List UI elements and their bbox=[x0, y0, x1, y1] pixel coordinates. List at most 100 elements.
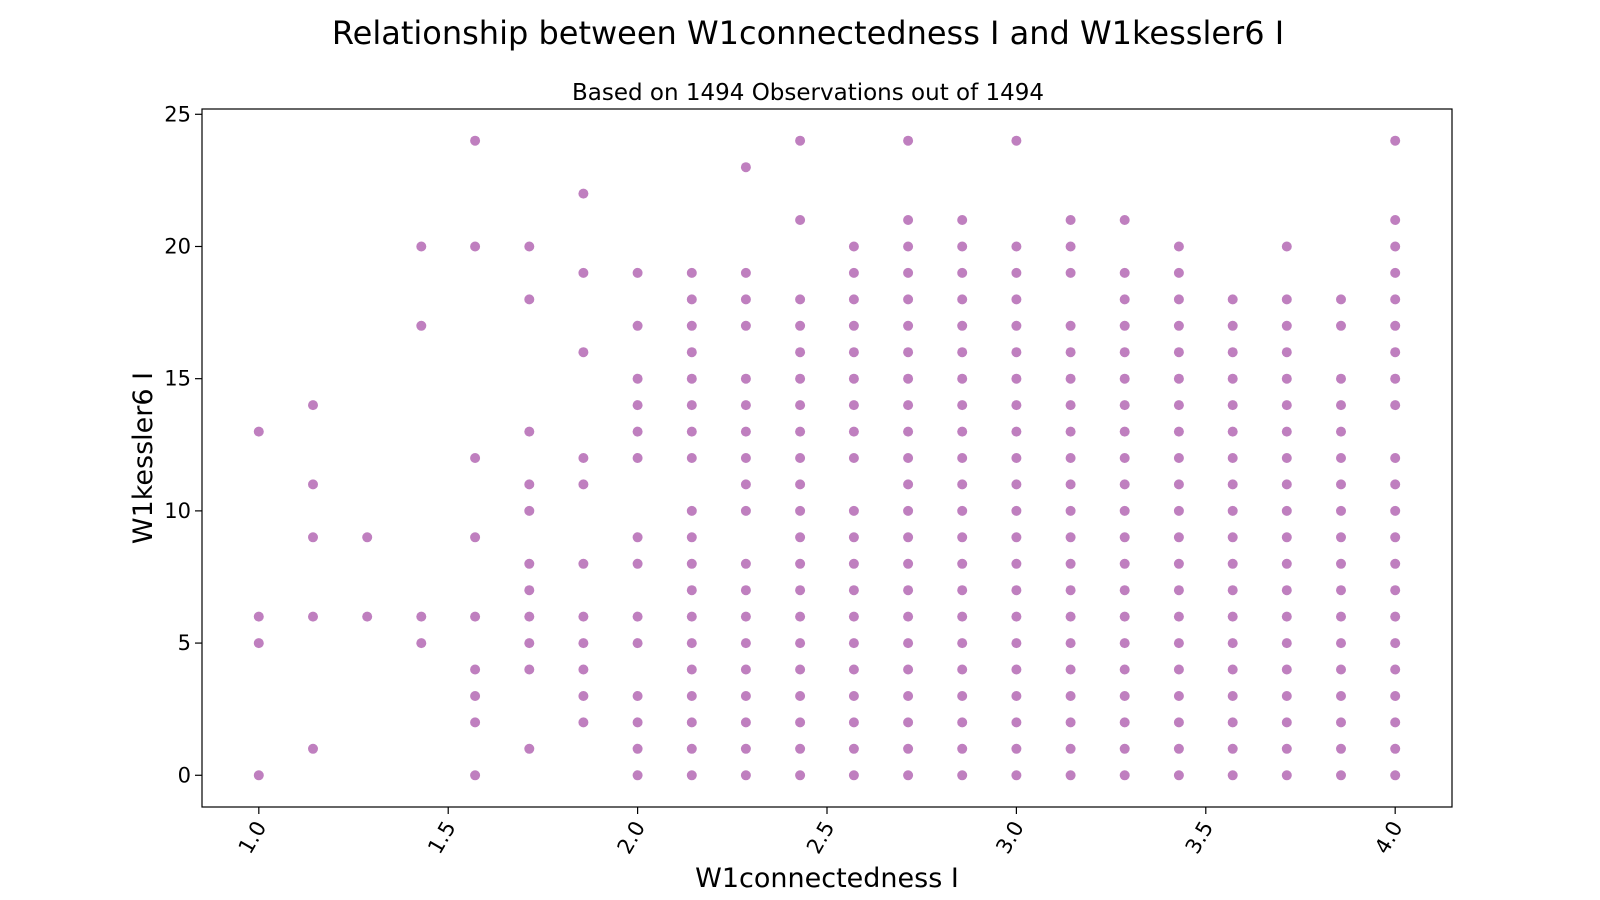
data-point bbox=[1011, 611, 1022, 622]
data-point bbox=[632, 717, 643, 728]
data-point bbox=[578, 188, 589, 199]
data-point bbox=[1390, 770, 1401, 781]
x-axis-ticks: 1.0 1.5 2.0 2.5 3.0 3.5 4.0 bbox=[234, 807, 1408, 858]
data-point bbox=[740, 479, 751, 490]
data-point bbox=[1119, 717, 1130, 728]
data-point bbox=[632, 558, 643, 569]
data-point bbox=[1390, 532, 1401, 543]
data-point bbox=[1281, 743, 1292, 754]
data-point bbox=[308, 611, 318, 622]
data-point bbox=[1011, 294, 1022, 305]
data-point bbox=[470, 532, 481, 543]
y-tick-label: 10 bbox=[164, 499, 191, 523]
chart-subtitle: Based on 1494 Observations out of 1494 bbox=[572, 80, 1044, 106]
data-point bbox=[1173, 400, 1184, 411]
data-point bbox=[1390, 558, 1401, 569]
data-point bbox=[632, 373, 643, 384]
data-point bbox=[848, 505, 859, 516]
data-point bbox=[686, 426, 697, 437]
data-point bbox=[1281, 294, 1292, 305]
data-point bbox=[957, 400, 968, 411]
data-point bbox=[848, 347, 859, 358]
data-point bbox=[1011, 241, 1022, 252]
data-point bbox=[1336, 400, 1346, 411]
data-point bbox=[740, 558, 751, 569]
data-point bbox=[578, 611, 589, 622]
data-point bbox=[1390, 267, 1401, 278]
data-point bbox=[957, 611, 968, 622]
data-point bbox=[1011, 585, 1022, 596]
data-point bbox=[1119, 743, 1130, 754]
data-point bbox=[578, 717, 589, 728]
data-point bbox=[1119, 664, 1130, 675]
data-point bbox=[1281, 505, 1292, 516]
x-tick-label: 4.0 bbox=[1370, 817, 1407, 858]
y-axis-label: W1kessler6 I bbox=[128, 372, 159, 544]
data-point bbox=[848, 400, 859, 411]
data-point bbox=[1281, 373, 1292, 384]
data-point bbox=[1011, 717, 1022, 728]
data-point bbox=[740, 611, 751, 622]
data-point bbox=[1390, 717, 1401, 728]
data-point bbox=[740, 505, 751, 516]
data-point bbox=[632, 426, 643, 437]
y-tick-label: 5 bbox=[178, 631, 191, 655]
data-point bbox=[632, 743, 643, 754]
data-point bbox=[795, 638, 806, 649]
data-point bbox=[1390, 215, 1401, 225]
data-point bbox=[686, 717, 697, 728]
data-point bbox=[1227, 717, 1238, 728]
data-point bbox=[1119, 691, 1130, 701]
data-point bbox=[1065, 558, 1076, 569]
data-point bbox=[957, 532, 968, 543]
data-point bbox=[632, 532, 643, 543]
data-point bbox=[1173, 320, 1184, 331]
data-point bbox=[1336, 770, 1346, 781]
data-point bbox=[795, 347, 806, 358]
data-point bbox=[957, 294, 968, 305]
data-point bbox=[740, 320, 751, 331]
data-point bbox=[848, 267, 859, 278]
data-point bbox=[1119, 558, 1130, 569]
data-point bbox=[1065, 373, 1076, 384]
data-point bbox=[957, 215, 968, 225]
data-point bbox=[957, 664, 968, 675]
data-point bbox=[1336, 717, 1346, 728]
data-point bbox=[308, 532, 318, 543]
data-point bbox=[686, 267, 697, 278]
data-point bbox=[1065, 400, 1076, 411]
data-point bbox=[470, 717, 481, 728]
data-point bbox=[1281, 558, 1292, 569]
data-point bbox=[740, 691, 751, 701]
data-point bbox=[1119, 373, 1130, 384]
data-point bbox=[1173, 532, 1184, 543]
data-point bbox=[416, 611, 427, 622]
data-point bbox=[578, 638, 589, 649]
data-point bbox=[1173, 611, 1184, 622]
data-point bbox=[1011, 743, 1022, 754]
x-tick-label: 2.5 bbox=[802, 817, 839, 858]
data-point bbox=[740, 162, 751, 173]
data-point bbox=[795, 691, 806, 701]
data-point bbox=[1119, 294, 1130, 305]
data-point bbox=[1119, 267, 1130, 278]
data-point bbox=[1227, 532, 1238, 543]
data-point bbox=[957, 717, 968, 728]
data-point bbox=[1065, 320, 1076, 331]
data-point bbox=[1119, 400, 1130, 411]
data-point bbox=[362, 532, 373, 543]
data-point bbox=[578, 267, 589, 278]
data-point bbox=[524, 585, 535, 596]
data-point bbox=[308, 400, 318, 411]
data-point bbox=[848, 320, 859, 331]
data-point bbox=[686, 611, 697, 622]
data-point bbox=[632, 320, 643, 331]
data-point bbox=[1011, 426, 1022, 437]
y-tick-label: 20 bbox=[164, 234, 191, 258]
data-point bbox=[740, 664, 751, 675]
data-point bbox=[848, 611, 859, 622]
data-point bbox=[848, 373, 859, 384]
data-point bbox=[1227, 373, 1238, 384]
data-point bbox=[1227, 320, 1238, 331]
data-point bbox=[848, 717, 859, 728]
